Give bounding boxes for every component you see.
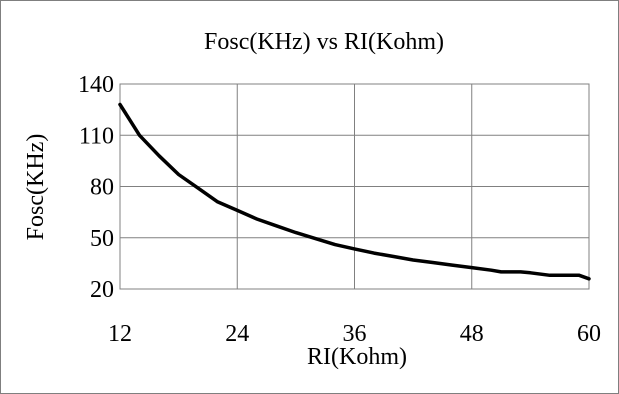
x-tick-label: 60 [577,321,601,347]
x-tick-label: 48 [460,321,484,347]
chart-title: Fosc(KHz) vs RI(Kohm) [204,29,444,55]
y-tick-label: 80 [90,175,114,201]
y-tick-label: 50 [90,226,114,252]
x-axis-label: RI(Kohm) [307,344,407,370]
grid-layer [119,83,590,290]
x-tick-label: 36 [343,321,367,347]
y-tick-labels: 20 50 80 110 140 [78,72,114,303]
x-tick-label: 12 [108,321,132,347]
x-tick-label: 24 [225,321,249,347]
plot-area-border [119,83,590,290]
y-tick-label: 20 [90,277,114,303]
y-axis-label: Fosc(KHz) [23,134,49,241]
y-tick-label: 110 [79,123,114,149]
x-tick-labels: 12 24 36 48 60 [108,321,601,347]
series-layer [118,102,591,281]
plot-border [119,83,590,290]
y-tick-label: 140 [78,72,114,98]
series-line-0 [118,102,591,281]
